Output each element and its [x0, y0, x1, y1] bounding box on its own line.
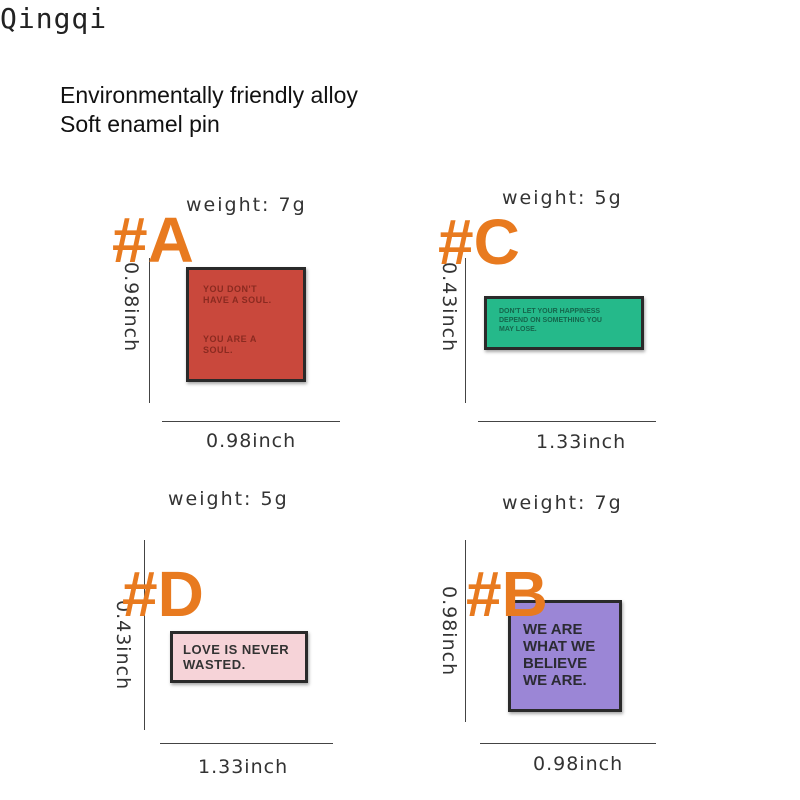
pin-a: YOU DON'T HAVE A SOUL. YOU ARE A SOUL.: [186, 267, 306, 382]
tag-c: #C: [438, 206, 520, 278]
height-line-c: [465, 258, 466, 403]
width-label-c: 1.33inch: [536, 431, 627, 453]
height-label-b: 0.98inch: [438, 586, 460, 677]
pin-a-text-2: YOU ARE A SOUL.: [203, 334, 257, 355]
weight-label-a: weight: 7g: [186, 194, 307, 216]
width-line-c: [478, 421, 656, 422]
tag-b: #B: [466, 558, 548, 630]
height-line-d: [144, 540, 145, 730]
pin-d-text: LOVE IS NEVER WASTED.: [183, 642, 290, 672]
weight-label-b: weight: 7g: [502, 492, 623, 514]
width-label-a: 0.98inch: [206, 430, 297, 452]
weight-label-d: weight: 5g: [168, 488, 289, 510]
brand-logo: Qingqi: [0, 2, 108, 35]
pin-b-text: WE ARE WHAT WE BELIEVE WE ARE.: [523, 621, 596, 689]
tag-d: #D: [122, 558, 204, 630]
pin-a-text-1: YOU DON'T HAVE A SOUL.: [203, 284, 272, 305]
height-line-b: [465, 540, 466, 722]
width-line-a: [162, 421, 340, 422]
pin-c: DON'T LET YOUR HAPPINESS DEPEND ON SOMET…: [484, 296, 644, 350]
width-label-d: 1.33inch: [198, 756, 289, 778]
width-line-d: [160, 743, 333, 744]
heading-type: Soft enamel pin: [60, 111, 220, 137]
height-line-a: [149, 258, 150, 403]
pin-b: WE ARE WHAT WE BELIEVE WE ARE.: [508, 600, 622, 712]
width-line-b: [480, 743, 656, 744]
weight-label-c: weight: 5g: [502, 187, 623, 209]
tag-a: #A: [112, 204, 194, 276]
width-label-b: 0.98inch: [533, 753, 624, 775]
pin-d: LOVE IS NEVER WASTED.: [170, 631, 308, 683]
pin-c-text: DON'T LET YOUR HAPPINESS DEPEND ON SOMET…: [499, 308, 602, 333]
heading-material: Environmentally friendly alloy: [60, 82, 358, 108]
